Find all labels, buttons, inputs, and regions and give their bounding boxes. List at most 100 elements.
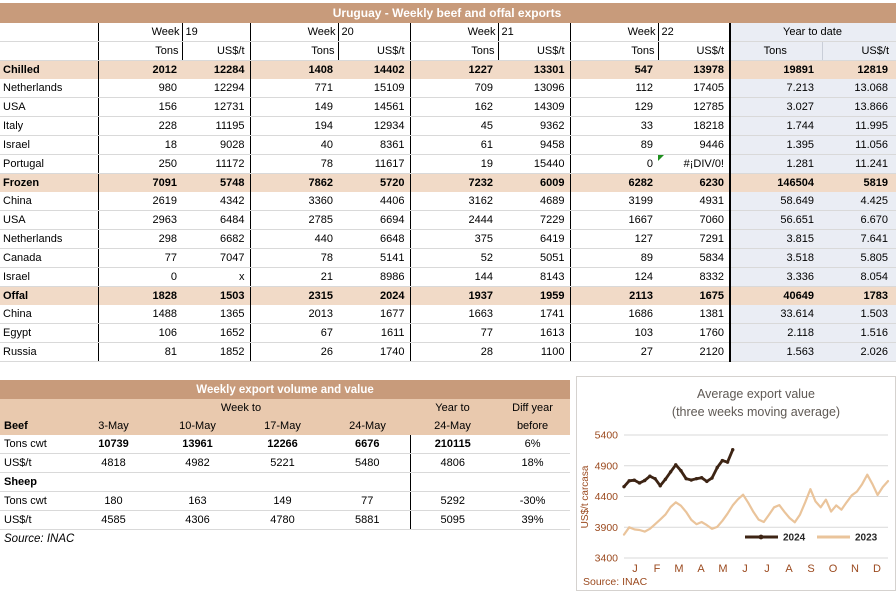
corner-cell[interactable]: [0, 23, 98, 42]
cell[interactable]: [409, 472, 495, 492]
cell[interactable]: 17405: [658, 79, 730, 98]
cell[interactable]: 0: [97, 267, 182, 287]
cell[interactable]: 8.054: [822, 267, 896, 287]
week-number[interactable]: 20: [338, 23, 410, 42]
cell[interactable]: 2785: [249, 210, 338, 230]
cell[interactable]: 6484: [182, 210, 250, 230]
cell[interactable]: 1613: [498, 323, 570, 343]
cell[interactable]: [155, 472, 240, 492]
cell[interactable]: 106: [97, 323, 182, 343]
cell[interactable]: 1.281: [729, 154, 822, 174]
cell[interactable]: 103: [569, 323, 658, 343]
cell[interactable]: 39%: [495, 510, 571, 530]
cell[interactable]: 78: [249, 154, 338, 174]
cell[interactable]: 2024: [338, 286, 410, 305]
cell[interactable]: 1503: [182, 286, 250, 305]
cell[interactable]: 1937: [409, 286, 498, 305]
week-number[interactable]: 22: [658, 23, 730, 42]
week-number[interactable]: 19: [182, 23, 250, 42]
cell[interactable]: 1381: [658, 305, 730, 324]
row-label[interactable]: Canada: [0, 248, 98, 268]
cell[interactable]: 1.563: [729, 342, 822, 362]
row-label[interactable]: Netherlands: [0, 229, 98, 249]
cell[interactable]: 15440: [498, 154, 570, 174]
cell[interactable]: 2.026: [822, 342, 896, 362]
cell[interactable]: 5819: [822, 173, 896, 192]
row-label[interactable]: Sheep: [0, 472, 72, 492]
cell[interactable]: 67: [249, 323, 338, 343]
cell[interactable]: 11.056: [822, 135, 896, 155]
cell[interactable]: 5834: [658, 248, 730, 268]
cell[interactable]: 1.744: [729, 116, 822, 136]
cell[interactable]: 12785: [658, 97, 730, 117]
cell[interactable]: 7091: [97, 173, 182, 192]
cell[interactable]: 13.068: [822, 79, 896, 98]
cell[interactable]: 127: [569, 229, 658, 249]
cell[interactable]: 9028: [182, 135, 250, 155]
cell[interactable]: 149: [249, 97, 338, 117]
cell[interactable]: 6009: [498, 173, 570, 192]
row-label[interactable]: Egypt: [0, 323, 98, 343]
cell[interactable]: 6694: [338, 210, 410, 230]
tons-header[interactable]: Tons: [97, 41, 183, 61]
date-header[interactable]: 17-May: [240, 417, 325, 435]
row-label[interactable]: Chilled: [0, 60, 98, 79]
cell[interactable]: 11195: [182, 116, 250, 136]
row-label[interactable]: USA: [0, 97, 98, 117]
ytd-date-header[interactable]: 24-May: [410, 417, 495, 435]
cell[interactable]: 7060: [658, 210, 730, 230]
cell[interactable]: 4585: [72, 510, 155, 530]
cell[interactable]: 13301: [498, 60, 570, 79]
tons-header[interactable]: Tons: [409, 41, 499, 61]
cell[interactable]: 7229: [498, 210, 570, 230]
row-label[interactable]: US$/t: [0, 453, 72, 473]
cell[interactable]: 162: [409, 97, 498, 117]
row-label[interactable]: China: [0, 305, 98, 324]
cell[interactable]: 0: [569, 154, 658, 174]
cell[interactable]: 5.805: [822, 248, 896, 268]
cell[interactable]: 19: [409, 154, 498, 174]
cell[interactable]: 33.614: [729, 305, 822, 324]
cell[interactable]: 7047: [182, 248, 250, 268]
cell[interactable]: 27: [569, 342, 658, 362]
row-label[interactable]: USA: [0, 210, 98, 230]
cell[interactable]: 7862: [249, 173, 338, 192]
cell[interactable]: 1852: [182, 342, 250, 362]
cell[interactable]: 8332: [658, 267, 730, 287]
cell[interactable]: 2963: [97, 210, 182, 230]
row-label[interactable]: Portugal: [0, 154, 98, 174]
cell[interactable]: 13096: [498, 79, 570, 98]
cell[interactable]: 1663: [409, 305, 498, 324]
cell[interactable]: 8986: [338, 267, 410, 287]
cell[interactable]: 3.518: [729, 248, 822, 268]
cell[interactable]: 1828: [97, 286, 182, 305]
cell[interactable]: 1488: [97, 305, 182, 324]
cell[interactable]: 18218: [658, 116, 730, 136]
cell[interactable]: 5051: [498, 248, 570, 268]
cell[interactable]: 14402: [338, 60, 410, 79]
usd-header[interactable]: US$/t: [338, 41, 410, 61]
usd-header[interactable]: US$/t: [182, 41, 250, 61]
cell[interactable]: 81: [97, 342, 182, 362]
cell[interactable]: 4818: [72, 453, 155, 473]
week-label[interactable]: Week: [97, 23, 183, 42]
cell[interactable]: 18: [97, 135, 182, 155]
cell[interactable]: 56.651: [729, 210, 822, 230]
cell[interactable]: 1783: [822, 286, 896, 305]
cell[interactable]: 19891: [729, 60, 822, 79]
cell[interactable]: 77: [97, 248, 182, 268]
diff-year-header[interactable]: Diff year: [495, 399, 571, 417]
row-label[interactable]: Israel: [0, 267, 98, 287]
cell[interactable]: 52: [409, 248, 498, 268]
cell[interactable]: 2113: [569, 286, 658, 305]
cell[interactable]: 7291: [658, 229, 730, 249]
cell[interactable]: 4342: [182, 192, 250, 211]
cell[interactable]: 6648: [338, 229, 410, 249]
cell[interactable]: 180: [72, 491, 155, 511]
cell[interactable]: 6230: [658, 173, 730, 192]
cell[interactable]: 1.503: [822, 305, 896, 324]
cell[interactable]: 4306: [155, 510, 240, 530]
cell[interactable]: 2013: [249, 305, 338, 324]
row-label[interactable]: Italy: [0, 116, 98, 136]
cell[interactable]: 3162: [409, 192, 498, 211]
